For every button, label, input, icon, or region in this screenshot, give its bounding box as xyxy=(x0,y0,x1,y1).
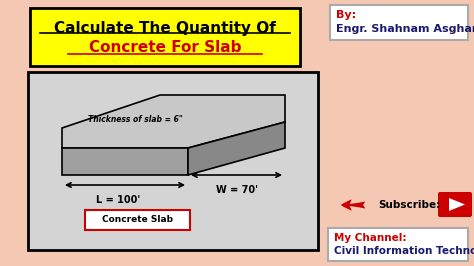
Text: L = 100': L = 100' xyxy=(96,195,140,205)
Text: W = 70': W = 70' xyxy=(216,185,258,195)
FancyArrowPatch shape xyxy=(341,200,365,211)
Polygon shape xyxy=(188,122,285,175)
Polygon shape xyxy=(62,148,188,175)
Text: Concrete Slab: Concrete Slab xyxy=(102,215,173,225)
Text: My Channel:: My Channel: xyxy=(334,233,407,243)
Text: Engr. Shahnam Asghar: Engr. Shahnam Asghar xyxy=(336,24,474,34)
Text: Concrete For Slab: Concrete For Slab xyxy=(89,40,241,56)
FancyBboxPatch shape xyxy=(85,210,190,230)
FancyBboxPatch shape xyxy=(328,228,468,261)
Text: By:: By: xyxy=(336,10,356,20)
Text: Civil Information Technology: Civil Information Technology xyxy=(334,246,474,256)
Text: Thickness of slab = 6": Thickness of slab = 6" xyxy=(88,115,183,124)
FancyBboxPatch shape xyxy=(438,192,472,217)
FancyBboxPatch shape xyxy=(28,72,318,250)
Polygon shape xyxy=(449,198,465,211)
FancyBboxPatch shape xyxy=(30,8,300,66)
FancyBboxPatch shape xyxy=(330,5,468,40)
Text: Calculate The Quantity Of: Calculate The Quantity Of xyxy=(54,20,276,35)
Text: Subscribe:: Subscribe: xyxy=(378,200,440,210)
Polygon shape xyxy=(62,95,285,148)
